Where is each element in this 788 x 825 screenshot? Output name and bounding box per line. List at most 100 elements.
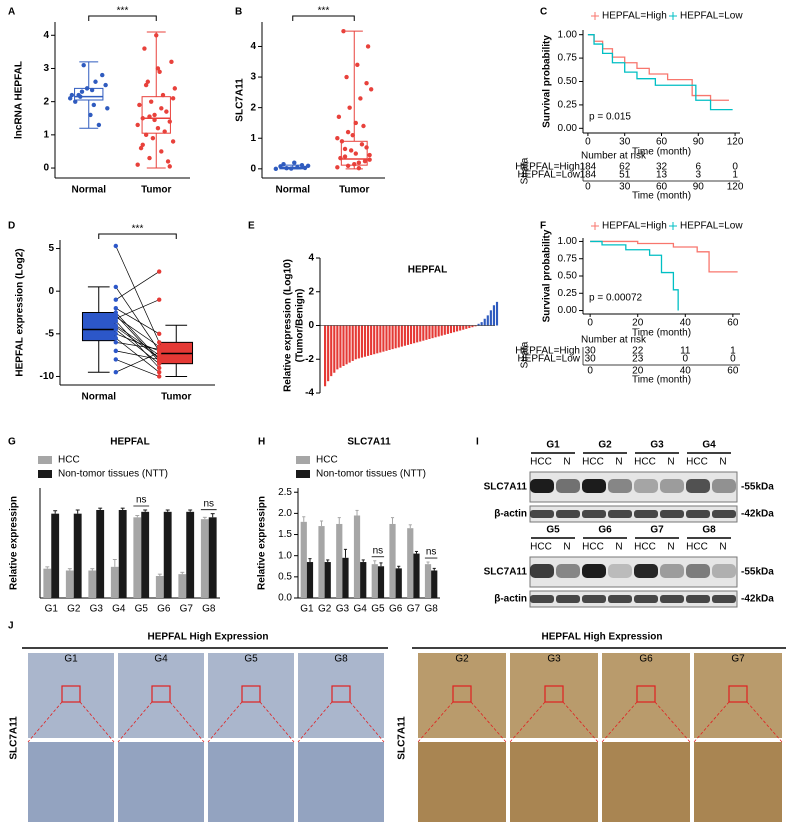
protein-label: SLC7A11: [484, 567, 528, 578]
pair-line: [115, 286, 160, 352]
x-tick-label: G3: [90, 604, 104, 615]
significance: ***: [132, 224, 144, 235]
y-tick-label: 0: [43, 163, 49, 174]
point: [342, 154, 348, 159]
point: [69, 92, 75, 98]
point: [278, 164, 283, 169]
blot-band: [634, 564, 658, 578]
point: [113, 306, 119, 311]
size-label: -55kDa: [741, 567, 774, 578]
sample-label: G7: [731, 654, 745, 665]
point: [148, 99, 154, 104]
zoom-line: [470, 701, 507, 743]
y-tick-label: 0.50: [558, 76, 578, 87]
point: [155, 126, 161, 131]
bar: [397, 325, 400, 348]
point: [305, 163, 311, 168]
protein-label: β-actin: [494, 594, 527, 605]
risk-count: 0: [732, 162, 738, 173]
bar: [407, 528, 414, 598]
point: [299, 162, 305, 168]
size-label: -42kDa: [741, 594, 774, 605]
blot-group-label: G4: [702, 440, 716, 451]
point: [335, 136, 340, 141]
tissue-image: [418, 653, 506, 738]
x-tick-label: G3: [336, 604, 350, 615]
bar: [88, 570, 97, 598]
zoom-box: [241, 685, 261, 703]
zoom-line: [79, 701, 115, 743]
bar: [446, 325, 449, 334]
point: [335, 165, 340, 170]
annotation: ns: [203, 498, 214, 509]
legend-label: HEPFAL=High: [602, 221, 667, 232]
x-tick-label: 120: [727, 137, 744, 148]
blot-band: [582, 564, 606, 578]
protein-label: SLC7A11: [484, 482, 528, 493]
blot-band: [530, 479, 554, 493]
chart-title: SLC7A11: [347, 437, 391, 448]
blot-band: [530, 510, 554, 518]
legend-swatch: [38, 456, 52, 464]
point: [358, 96, 363, 101]
size-label: -55kDa: [741, 482, 774, 493]
tissue-image: [298, 653, 384, 738]
x-tick-label: G4: [112, 604, 126, 615]
pair-line: [115, 245, 160, 343]
point: [164, 109, 169, 114]
pair-line: [115, 326, 160, 358]
risk-x-tick-label: 60: [656, 182, 668, 193]
blot-band: [660, 595, 684, 603]
x-axis-label: Time (month): [632, 147, 691, 158]
blot-band: [660, 479, 684, 493]
zoom-line: [27, 701, 63, 743]
panel-label: E: [248, 221, 255, 232]
significance-bracket: [88, 15, 157, 21]
point: [142, 46, 147, 51]
zoom-line: [349, 701, 385, 743]
bar: [437, 325, 440, 337]
survival-curve: [590, 240, 738, 273]
point: [81, 62, 86, 68]
y-tick-label: 0.75: [558, 53, 578, 64]
lane-label: HCC: [686, 542, 708, 553]
point: [356, 160, 362, 165]
y-axis-label: Relative expression (Log10): [283, 259, 294, 392]
point: [345, 163, 351, 168]
tissue-zoom: [118, 742, 204, 822]
x-tick-label: 60: [727, 318, 739, 329]
x-tick-label: G1: [45, 604, 59, 615]
point: [172, 86, 178, 91]
blot-band: [556, 564, 580, 578]
point: [167, 164, 172, 169]
bar: [155, 576, 164, 598]
x-tick-label: G8: [424, 604, 438, 615]
point: [143, 82, 149, 88]
y-axis-label: Relative expressipn: [9, 496, 20, 590]
blot-band: [608, 564, 632, 578]
lane-label: N: [615, 542, 622, 553]
risk-count: 32: [656, 162, 668, 173]
legend-label: Non-tomor tissues (NTT): [58, 469, 168, 480]
legend-label: HCC: [316, 455, 338, 466]
bar: [118, 510, 127, 598]
blot-band: [556, 595, 580, 603]
bar: [363, 325, 367, 357]
point: [89, 87, 95, 93]
bar: [318, 526, 325, 598]
lane-label: HCC: [634, 457, 656, 468]
panel-label: I: [476, 437, 479, 448]
x-tick-label: 60: [656, 137, 668, 148]
bar: [342, 557, 349, 598]
sample-label: G6: [639, 654, 653, 665]
point: [361, 123, 366, 129]
blot-band: [712, 479, 736, 493]
bar: [394, 325, 397, 349]
bar: [330, 325, 333, 377]
risk-title: Number at risk: [581, 335, 647, 346]
histology-title: HEPFAL High Expression: [542, 632, 663, 643]
risk-strata: HEPFAL=Low: [517, 170, 580, 181]
point: [157, 350, 162, 355]
zoom-line: [207, 701, 243, 743]
pair-line: [115, 271, 160, 300]
